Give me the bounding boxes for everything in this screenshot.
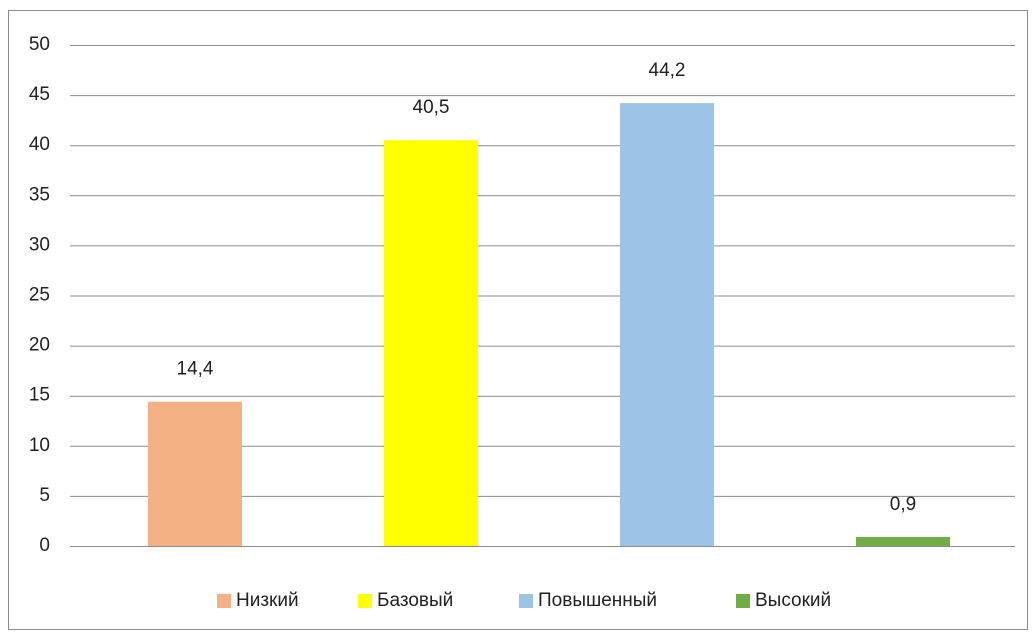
bar: [620, 103, 714, 546]
bar: [856, 536, 950, 546]
y-tick-label: 20: [29, 335, 50, 356]
y-tick-label: 40: [29, 134, 50, 155]
legend-label: Высокий: [755, 590, 831, 611]
data-label: 44,2: [649, 60, 686, 81]
data-label: 0,9: [890, 494, 916, 515]
y-tick-label: 45: [29, 84, 50, 105]
y-tick-label: 10: [29, 435, 50, 456]
legend-swatch: [519, 594, 533, 608]
legend-swatch: [217, 594, 231, 608]
legend-swatch: [736, 594, 750, 608]
bar: [148, 401, 242, 546]
y-tick-label: 30: [29, 234, 50, 255]
y-tick-label: 15: [29, 385, 50, 406]
y-tick-label: 0: [39, 535, 50, 556]
data-label: 40,5: [413, 97, 450, 118]
data-label: 14,4: [177, 359, 214, 380]
legend-label: Повышенный: [538, 590, 657, 611]
y-tick-label: 5: [39, 485, 50, 506]
legend-label: Базовый: [377, 590, 453, 611]
y-tick-label: 35: [29, 184, 50, 205]
legend-label: Низкий: [236, 590, 299, 611]
y-tick-label: 25: [29, 285, 50, 306]
legend-swatch: [358, 594, 372, 608]
bar: [384, 140, 478, 546]
y-tick-label: 50: [29, 34, 50, 55]
